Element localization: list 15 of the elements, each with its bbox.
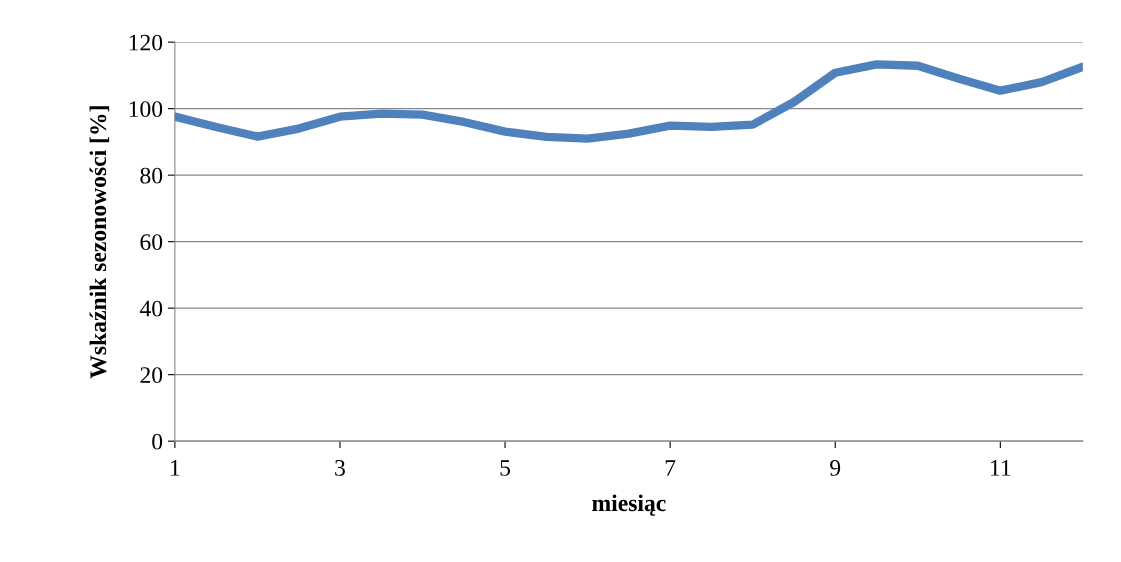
x-tick-label: 3 <box>335 459 345 476</box>
y-axis-title: Wskaźnik sezonowości [%] <box>89 106 110 379</box>
y-tick-label: 60 <box>140 234 163 251</box>
x-tick-label: 1 <box>171 460 180 476</box>
y-tick-label: 80 <box>140 167 163 184</box>
y-tick-label: 40 <box>139 300 163 317</box>
x-tick-label: 5 <box>500 460 511 476</box>
y-tick-label: 120 <box>129 34 163 51</box>
y-tick-label: 0 <box>152 433 163 450</box>
y-tick-label: 20 <box>140 367 163 384</box>
x-tick-label: 11 <box>991 460 1011 476</box>
x-axis-title: miesiąc <box>592 494 666 516</box>
x-tick-label: 7 <box>665 460 676 476</box>
x-tick-label: 9 <box>830 459 841 476</box>
y-tick-label: 100 <box>129 101 163 118</box>
